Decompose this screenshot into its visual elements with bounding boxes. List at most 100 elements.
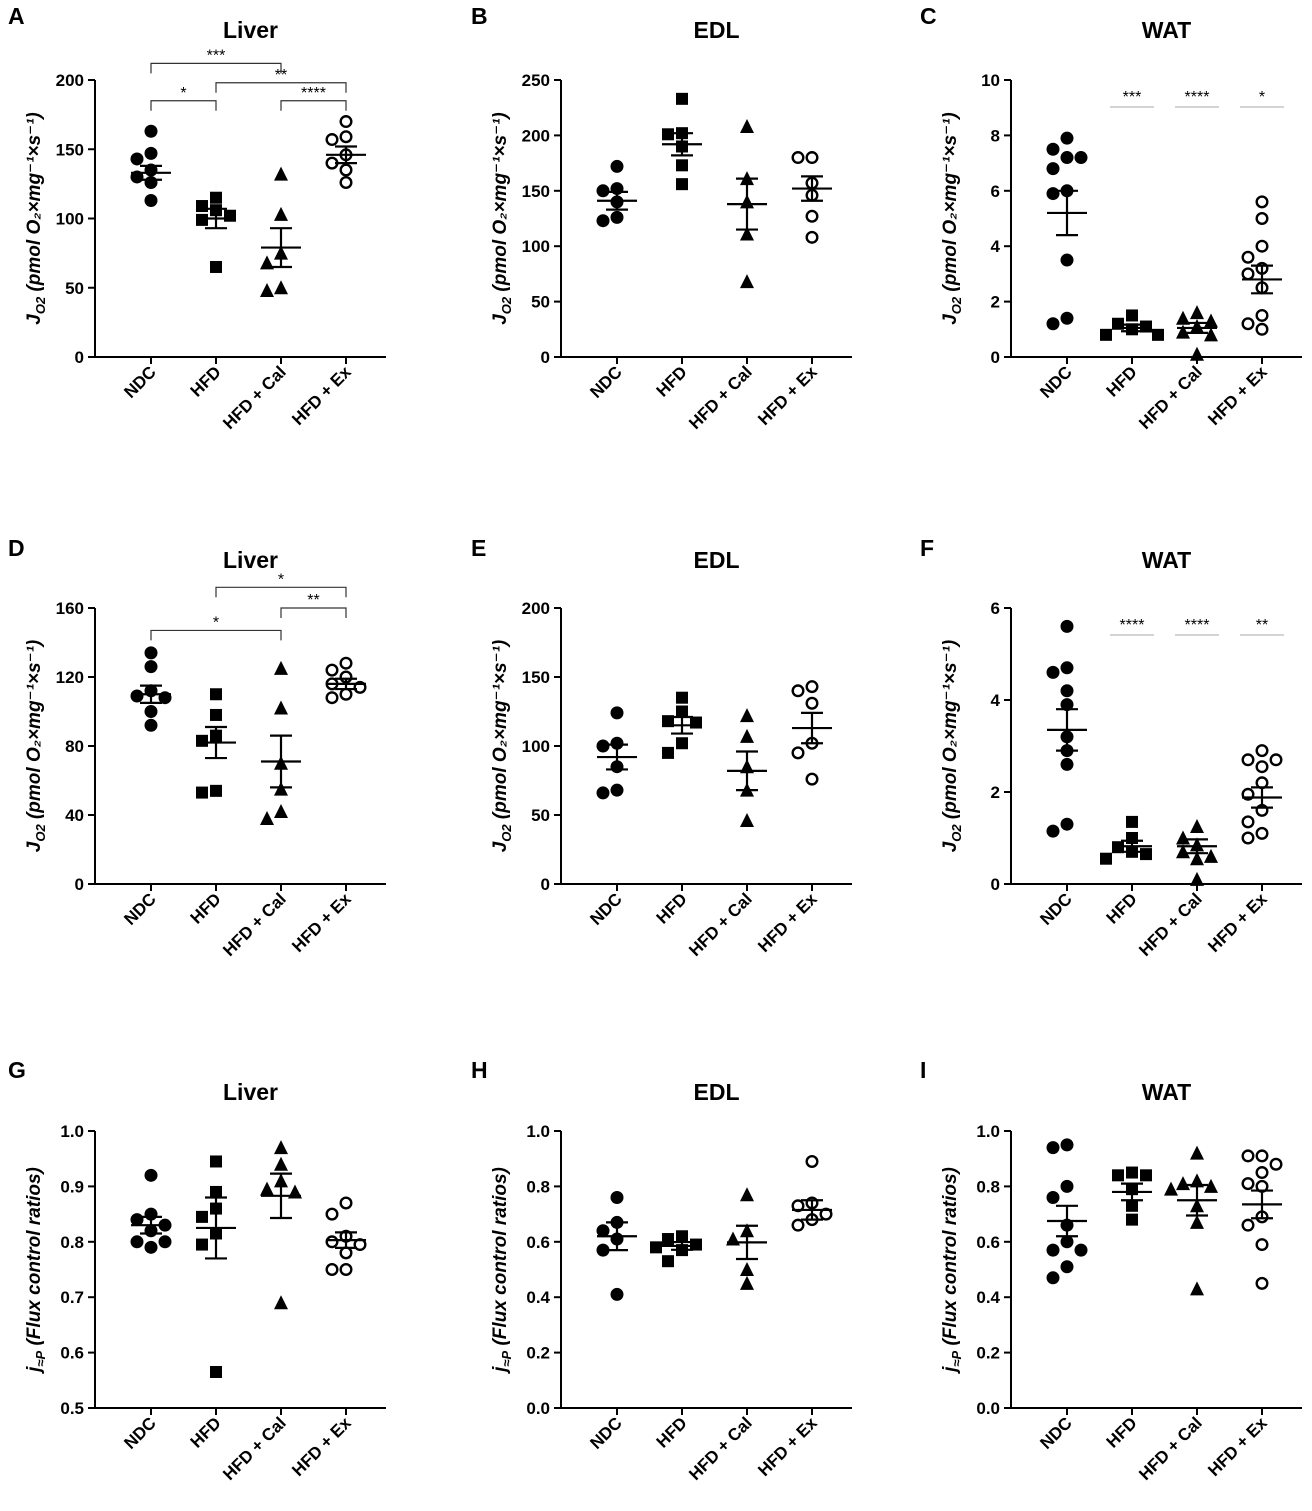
y-label-sub: ≈P bbox=[33, 1350, 48, 1366]
panel-letter: F bbox=[920, 535, 934, 561]
x-tick-label: HFD + Ex bbox=[1204, 1413, 1271, 1480]
y-label-main: J bbox=[24, 841, 45, 852]
series-ndc bbox=[130, 646, 172, 732]
data-point bbox=[339, 687, 353, 701]
data-point bbox=[210, 1155, 222, 1168]
y-tick-label: 0 bbox=[541, 348, 550, 367]
y-tick-label: 200 bbox=[522, 126, 550, 145]
data-point bbox=[260, 1181, 274, 1196]
significance-label: *** bbox=[207, 47, 226, 64]
series-hfd-cal bbox=[1164, 1145, 1218, 1296]
y-tick-label: 160 bbox=[56, 599, 84, 618]
y-label-sub: O2 bbox=[33, 296, 48, 314]
y-tick-label: 1.0 bbox=[60, 1122, 84, 1141]
data-point bbox=[1060, 1260, 1074, 1274]
y-label-sub: O2 bbox=[949, 824, 964, 842]
x-tick-label: HFD + Cal bbox=[219, 1413, 290, 1484]
data-point bbox=[740, 708, 754, 723]
data-point bbox=[1046, 1190, 1060, 1204]
data-point bbox=[805, 230, 819, 244]
y-tick-label: 40 bbox=[65, 806, 84, 825]
data-point bbox=[1255, 239, 1269, 253]
y-tick-label: 0 bbox=[75, 875, 84, 894]
significance-label: **** bbox=[1185, 617, 1210, 634]
y-tick-label: 1.0 bbox=[976, 1122, 1000, 1141]
y-tick-label: 80 bbox=[65, 737, 84, 756]
data-point bbox=[339, 115, 353, 129]
y-tick-label: 0.5 bbox=[60, 1399, 84, 1418]
data-point bbox=[325, 691, 339, 705]
y-tick-label: 0.6 bbox=[976, 1233, 1000, 1252]
x-tick-label: NDC bbox=[1036, 1413, 1075, 1452]
data-point bbox=[1046, 665, 1060, 679]
data-point bbox=[610, 159, 624, 173]
data-point bbox=[144, 646, 158, 660]
y-axis-label: JO2 (pmol O₂×mg⁻¹×s⁻¹) bbox=[24, 640, 48, 853]
y-tick-label: 4 bbox=[991, 237, 1001, 256]
series-ndc bbox=[596, 1190, 637, 1301]
y-tick-label: 0.9 bbox=[60, 1177, 84, 1196]
data-point bbox=[676, 159, 688, 172]
series-hfd-cal bbox=[1176, 305, 1218, 361]
x-tick-label: HFD + Ex bbox=[288, 362, 355, 429]
significance-label: * bbox=[278, 571, 284, 588]
panel-title: Liver bbox=[223, 1079, 278, 1105]
y-tick-label: 0.8 bbox=[526, 1177, 550, 1196]
significance-label: * bbox=[180, 85, 186, 102]
series-ndc bbox=[1046, 1138, 1088, 1285]
y-tick-label: 6 bbox=[991, 599, 1000, 618]
y-tick-label: 0 bbox=[75, 348, 84, 367]
y-label-sub: O2 bbox=[33, 824, 48, 842]
data-point bbox=[210, 1365, 222, 1378]
x-tick-label: HFD bbox=[187, 889, 225, 927]
data-point bbox=[1060, 619, 1074, 633]
y-axis-label: JO2 (pmol O₂×mg⁻¹×s⁻¹) bbox=[940, 640, 964, 853]
y-tick-label: 200 bbox=[522, 599, 550, 618]
data-point bbox=[144, 1240, 158, 1254]
data-point bbox=[676, 178, 688, 191]
data-point bbox=[196, 734, 208, 747]
y-axis-label: j≈P (Flux control ratios) bbox=[24, 1167, 48, 1375]
x-tick-label: NDC bbox=[1036, 362, 1075, 401]
panel-letter: G bbox=[8, 1057, 26, 1083]
panel-title: WAT bbox=[1142, 1079, 1191, 1105]
data-point bbox=[1074, 151, 1088, 165]
y-tick-label: 50 bbox=[65, 279, 84, 298]
y-label-main: j bbox=[940, 1366, 961, 1375]
data-point bbox=[1190, 1281, 1204, 1296]
series-hfd bbox=[662, 92, 702, 191]
y-tick-label: 8 bbox=[991, 126, 1000, 145]
x-tick-label: HFD + Ex bbox=[754, 1413, 821, 1480]
data-point bbox=[740, 274, 754, 289]
data-point bbox=[676, 691, 688, 704]
y-axis-label: JO2 (pmol O₂×mg⁻¹×s⁻¹) bbox=[24, 112, 48, 325]
data-point bbox=[1204, 313, 1218, 328]
series-hfd-ex bbox=[325, 656, 367, 705]
data-point bbox=[740, 1187, 754, 1202]
data-point bbox=[740, 1262, 754, 1276]
data-point bbox=[274, 166, 288, 181]
panel-letter: I bbox=[920, 1057, 926, 1083]
data-point bbox=[805, 772, 819, 786]
data-point bbox=[1060, 1235, 1074, 1249]
data-point bbox=[1046, 824, 1060, 838]
data-point bbox=[274, 660, 288, 675]
series-hfd-ex bbox=[1241, 744, 1283, 845]
data-point bbox=[1204, 327, 1218, 342]
data-point bbox=[339, 163, 353, 177]
data-point bbox=[274, 804, 288, 819]
data-point bbox=[1255, 826, 1269, 840]
data-point bbox=[274, 700, 288, 715]
data-point bbox=[791, 1199, 805, 1213]
data-point bbox=[144, 193, 158, 207]
significance-bracket bbox=[280, 100, 347, 111]
data-point bbox=[339, 1246, 353, 1260]
y-label-rest: (Flux control ratios) bbox=[490, 1167, 511, 1351]
data-point bbox=[1255, 1276, 1269, 1290]
y-tick-label: 10 bbox=[981, 71, 1000, 90]
y-tick-label: 0.6 bbox=[60, 1344, 84, 1363]
series-ndc bbox=[130, 1168, 172, 1254]
data-point bbox=[1190, 871, 1204, 886]
